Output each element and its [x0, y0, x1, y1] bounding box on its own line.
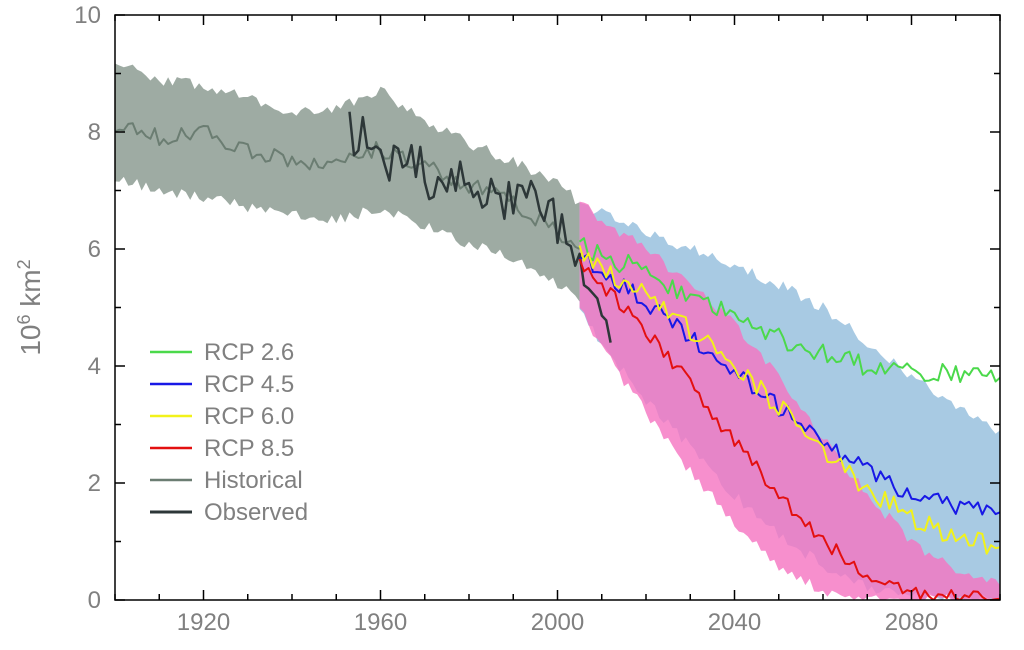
legend-label: RCP 4.5	[204, 371, 294, 398]
x-tick-label: 1960	[354, 609, 407, 636]
x-tick-label: 2040	[708, 609, 761, 636]
legend-label: Historical	[204, 467, 303, 494]
y-tick-label: 10	[74, 2, 101, 29]
y-tick-label: 4	[88, 353, 101, 380]
legend-label: Observed	[204, 499, 308, 526]
y-axis-title: 106 km2	[14, 259, 46, 355]
y-tick-label: 8	[88, 119, 101, 146]
y-tick-label: 0	[88, 587, 101, 614]
legend-label: RCP 6.0	[204, 403, 294, 430]
y-tick-label: 6	[88, 236, 101, 263]
x-tick-label: 2000	[531, 609, 584, 636]
y-tick-label: 2	[88, 470, 101, 497]
x-tick-label: 2080	[885, 609, 938, 636]
x-tick-label: 1920	[177, 609, 230, 636]
chart-svg: 1920 1960 2000 2040 2080 0 2 4 6 8 10 106 km2 RCP 2.…	[0, 0, 1024, 650]
legend-label: RCP 2.6	[204, 339, 294, 366]
chart-container: 1920 1960 2000 2040 2080 0 2 4 6 8 10 106 km2 RCP 2.…	[0, 0, 1024, 650]
legend-label: RCP 8.5	[204, 435, 294, 462]
legend: RCP 2.6 RCP 4.5 RCP 6.0 RCP 8.5 Historical Ob…	[150, 339, 308, 526]
